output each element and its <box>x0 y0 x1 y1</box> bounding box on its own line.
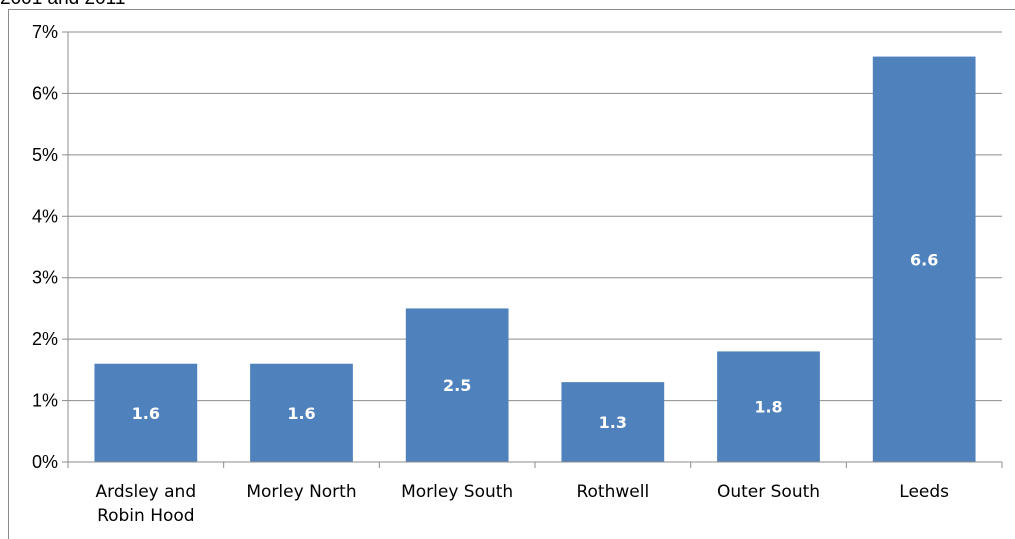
data-label: 1.3 <box>599 413 627 432</box>
y-tick-label: 0% <box>32 452 58 472</box>
category-label: Ardsley and <box>96 482 197 502</box>
data-label: 1.6 <box>132 404 160 423</box>
category-labels: Ardsley and Robin Hood Morley North Morley … <box>96 482 950 526</box>
y-tick-label: 1% <box>32 391 58 411</box>
bar <box>250 363 353 462</box>
chart-title: 2001 and 2011 <box>0 0 125 10</box>
data-label: 2.5 <box>443 376 471 395</box>
y-tick-label: 5% <box>32 145 58 165</box>
data-labels: 1.6 1.6 2.5 1.3 1.8 6.6 <box>132 250 939 432</box>
y-tick-label: 7% <box>32 22 58 42</box>
y-axis-ticks: 0% 1% 2% 3% 4% 5% 6% 7% <box>32 22 68 472</box>
bars <box>94 56 976 462</box>
bar <box>405 308 509 462</box>
data-label: 1.6 <box>287 404 315 423</box>
gridlines <box>68 31 1002 402</box>
bar <box>561 382 665 462</box>
bar <box>717 351 820 462</box>
category-label: Morley South <box>401 482 513 502</box>
category-label: Robin Hood <box>97 506 195 526</box>
chart-area-border <box>8 9 1015 539</box>
y-tick-label: 3% <box>32 268 58 288</box>
bar <box>94 363 198 462</box>
category-label: Outer South <box>717 482 820 502</box>
y-tick-label: 2% <box>32 329 58 349</box>
data-label: 6.6 <box>910 250 938 269</box>
category-label: Rothwell <box>576 482 649 502</box>
data-label: 1.8 <box>754 398 782 417</box>
x-axis <box>67 32 1003 468</box>
category-label: Morley North <box>246 482 356 502</box>
bar <box>872 56 976 462</box>
y-tick-label: 4% <box>32 206 58 226</box>
y-tick-label: 6% <box>32 83 58 103</box>
category-label: Leeds <box>899 482 949 502</box>
